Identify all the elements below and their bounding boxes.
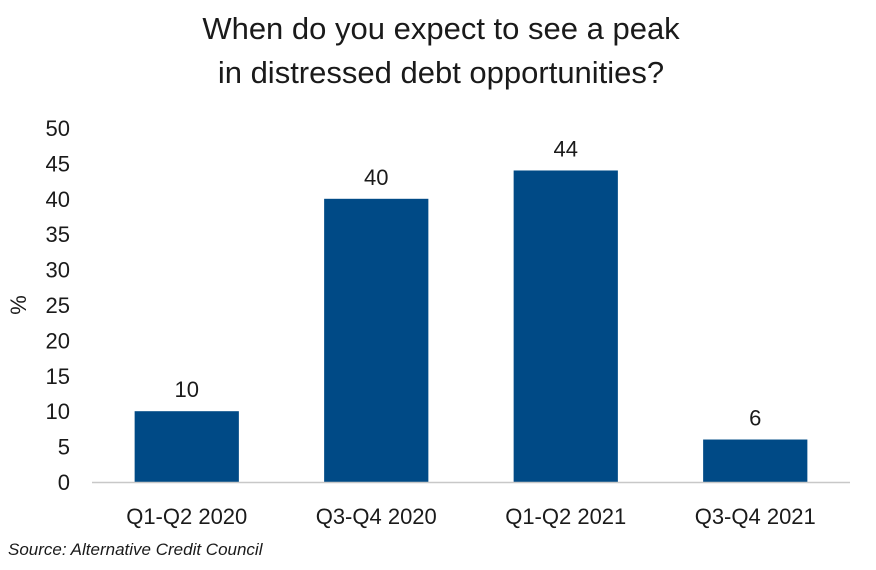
bar: [513, 170, 618, 483]
y-tick-label: 0: [58, 470, 70, 495]
x-tick-label: Q3-Q4 2020: [316, 504, 437, 529]
y-tick-label: 15: [46, 364, 70, 389]
data-label: 10: [175, 377, 199, 402]
y-axis-ticks: 0 5 10 15 20 25 30 35 40 45 50: [46, 116, 70, 495]
y-tick-label: 30: [46, 258, 70, 283]
chart-title-line-2: in distressed debt opportunities?: [218, 55, 664, 90]
data-label: 40: [364, 165, 388, 190]
bars-group: [134, 170, 808, 483]
bar: [134, 411, 239, 482]
chart-title-line-1: When do you expect to see a peak: [202, 11, 680, 46]
y-tick-label: 40: [46, 187, 70, 212]
data-labels-group: 10 40 44 6: [175, 136, 762, 430]
x-axis-ticks: Q1-Q2 2020 Q3-Q4 2020 Q1-Q2 2021 Q3-Q4 2021: [126, 504, 816, 529]
y-tick-label: 50: [46, 116, 70, 141]
source-note: Source: Alternative Credit Council: [8, 540, 263, 559]
x-tick-label: Q3-Q4 2021: [695, 504, 816, 529]
bar: [703, 439, 808, 482]
data-label: 6: [749, 406, 761, 431]
y-tick-label: 5: [58, 435, 70, 460]
y-tick-label: 25: [46, 293, 70, 318]
y-tick-label: 35: [46, 222, 70, 247]
y-axis-label: %: [6, 295, 31, 315]
y-tick-label: 45: [46, 151, 70, 176]
x-tick-label: Q1-Q2 2020: [126, 504, 247, 529]
y-tick-label: 20: [46, 328, 70, 353]
data-label: 44: [554, 136, 578, 161]
bar: [324, 198, 429, 483]
y-tick-label: 10: [46, 399, 70, 424]
x-tick-label: Q1-Q2 2021: [505, 504, 626, 529]
